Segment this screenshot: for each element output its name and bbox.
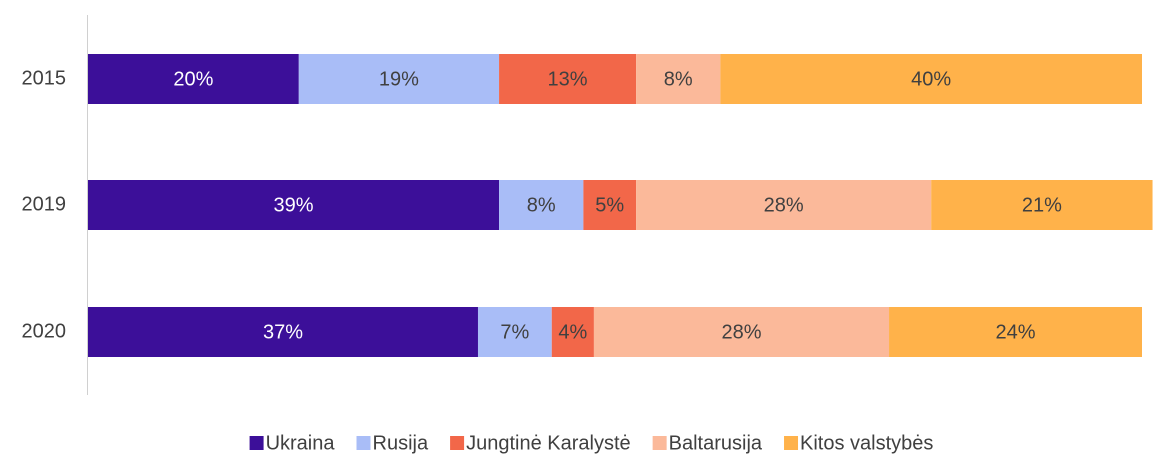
bar-segment (636, 180, 932, 230)
legend-swatch (249, 436, 264, 450)
bar-segment (551, 307, 594, 357)
bar-segment (477, 307, 552, 357)
bar-segment (720, 54, 1142, 104)
data-label: 7% (500, 321, 529, 343)
bar-segment (931, 180, 1153, 230)
data-label: 8% (664, 68, 693, 90)
y-tick-label: 2019 (22, 193, 67, 215)
bar-segment (889, 307, 1142, 357)
data-label: 8% (527, 194, 556, 216)
data-label: 28% (721, 321, 761, 343)
data-label: 5% (595, 194, 624, 216)
legend-swatch (784, 436, 799, 450)
data-label: 21% (1022, 194, 1062, 216)
y-tick-label: 2015 (22, 67, 67, 89)
data-label: 39% (274, 194, 314, 216)
data-label: 24% (996, 321, 1036, 343)
data-label: 4% (558, 321, 587, 343)
data-label: 37% (263, 321, 303, 343)
bar-segment (88, 54, 299, 104)
legend-swatch (450, 436, 465, 450)
data-label: 13% (548, 68, 588, 90)
bar-segment (298, 54, 500, 104)
bar-segment (499, 54, 637, 104)
legend-label: Jungtinė Karalystė (466, 432, 631, 454)
bar-segment (593, 307, 890, 357)
bar-segment (583, 180, 637, 230)
legend-label: Kitos valstybės (800, 432, 933, 454)
y-tick-label: 2020 (22, 320, 67, 342)
legend-label: Ukraina (266, 432, 336, 454)
bar-segment (88, 307, 478, 357)
data-label: 19% (379, 68, 419, 90)
bar-segment (636, 54, 721, 104)
data-label: 40% (911, 68, 951, 90)
bar-segment (88, 180, 500, 230)
data-label: 28% (764, 194, 804, 216)
bar-segment (499, 180, 584, 230)
data-label: 20% (173, 68, 213, 90)
legend-swatch (652, 436, 667, 450)
legend-label: Baltarusija (669, 432, 763, 454)
legend-swatch (356, 436, 371, 450)
legend-label: Rusija (373, 432, 429, 454)
